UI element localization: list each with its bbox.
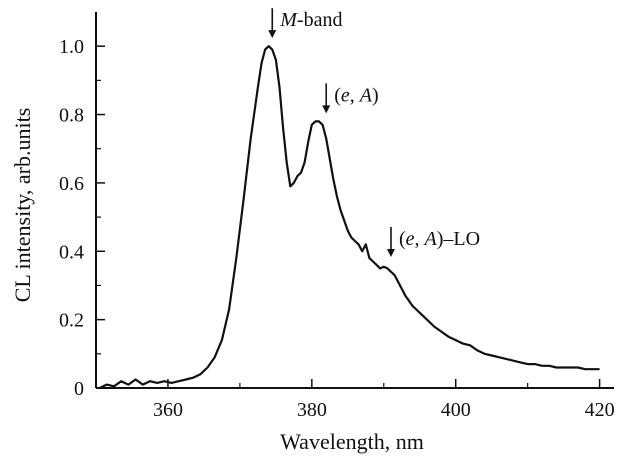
annotation-label: (e, A)–LO bbox=[399, 228, 480, 250]
y-tick-label: 0.2 bbox=[59, 310, 84, 332]
y-tick-label: 0 bbox=[74, 378, 84, 400]
x-tick-label: 420 bbox=[585, 399, 615, 421]
annotation-label-part: A bbox=[358, 84, 373, 106]
annotation-arrow-head bbox=[322, 105, 331, 114]
x-axis-title: Wavelength, nm bbox=[280, 429, 424, 454]
annotation-label-part: M bbox=[279, 9, 298, 31]
x-tick-label: 400 bbox=[441, 399, 471, 421]
annotation-1: M-band bbox=[268, 8, 342, 39]
y-tick-label: 1.0 bbox=[59, 36, 84, 58]
annotation-label-part: -band bbox=[297, 9, 343, 31]
annotation-label-part: , bbox=[350, 84, 360, 106]
annotations: M-band(e, A)(e, A)–LO bbox=[268, 8, 480, 257]
annotation-arrow-head bbox=[268, 30, 277, 39]
axes bbox=[95, 12, 614, 389]
annotation-arrow-head bbox=[386, 248, 395, 257]
annotation-label-part: e bbox=[406, 228, 415, 250]
annotation-label-part: ( bbox=[399, 228, 406, 250]
annotation-label-part: , bbox=[415, 228, 425, 250]
x-tick-label: 380 bbox=[297, 399, 327, 421]
annotation-label-part: ) bbox=[437, 228, 444, 250]
y-tick-label: 0.4 bbox=[59, 241, 84, 263]
spectrum-line bbox=[99, 45, 600, 389]
x-tick-label: 360 bbox=[153, 399, 183, 421]
y-axis-title: CL intensity, arb.units bbox=[10, 108, 35, 303]
y-tick-label: 0.8 bbox=[59, 105, 84, 127]
annotation-label: (e, A) bbox=[334, 84, 378, 106]
annotation-label-part: A bbox=[423, 228, 438, 250]
ticks: 360 380 400 420 0 0.2 0.4 0.6 0.8 1.0 bbox=[59, 36, 615, 421]
annotation-label-part: ( bbox=[334, 84, 341, 106]
annotation-label: M-band bbox=[279, 9, 342, 31]
y-tick-label: 0.6 bbox=[59, 173, 84, 195]
annotation-label-part: –LO bbox=[442, 228, 480, 250]
annotation-label-part: e bbox=[341, 84, 350, 106]
series bbox=[99, 45, 600, 389]
annotation-2: (e, A) bbox=[322, 83, 379, 114]
annotation-label-part: ) bbox=[372, 84, 379, 106]
annotation-3: (e, A)–LO bbox=[386, 226, 480, 257]
